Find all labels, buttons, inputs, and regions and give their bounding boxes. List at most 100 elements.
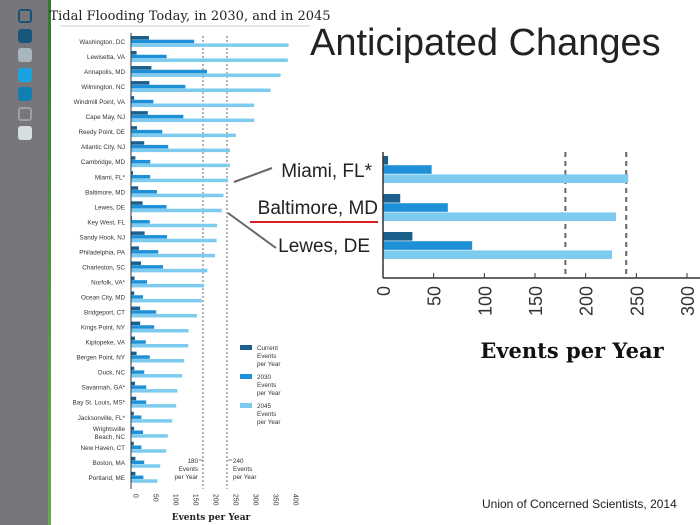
category-label: Philadelphia, PA [79,249,126,256]
sidebar-swatch [18,9,32,23]
category-label: Bay St. Louis, MS* [73,400,126,407]
bar-2030 [131,385,147,389]
x-tick-label: 200 [577,286,597,316]
bar-2045 [131,163,230,168]
bar-current [131,81,150,85]
sidebar-swatch [18,126,32,140]
bar-current [131,246,139,250]
bar-current [131,126,137,130]
category-label: Bergen Point, NY [76,355,125,362]
category-label: Wrightsville [93,426,126,433]
bar-2030 [131,325,155,329]
bar-2030 [131,54,167,59]
reference-label: 240 [233,458,244,465]
bar-2045 [131,328,189,333]
category-label: Key West, FL [87,219,125,226]
x-tick-label: 300 [678,286,698,316]
callout-connector [233,167,273,183]
bar-current [131,66,152,70]
x-tick-label: 50 [152,494,159,502]
x-tick-label: 150 [192,494,199,506]
category-label: Savannah, GA* [82,385,126,392]
bar-2030 [131,310,157,314]
category-label: Wilmington, NC [81,84,125,91]
category-label: Beach, NC [95,434,126,441]
bar-2030 [131,159,151,164]
x-tick-label: 150 [526,286,546,316]
bar-current [131,396,137,401]
sidebar-swatch [18,48,32,62]
category-label: Norfolk, VA* [91,279,125,286]
x-tick-label: 200 [212,494,219,506]
bar-2030 [131,460,145,465]
bar-2030 [131,114,184,119]
bar-current [131,201,143,205]
reference-label: Events [179,466,198,473]
bar-2045 [131,208,222,213]
x-tick-label: 350 [272,494,279,506]
bar-2045 [131,238,217,243]
callout-connector [227,212,277,249]
category-label: Miami, FL* [95,174,126,181]
legend-swatch [240,374,252,379]
callout-label: Lewes, DE [278,236,370,257]
legend-label: 2030 [257,374,272,381]
category-label: Duck, NC [98,370,125,377]
bar-2045 [131,464,161,468]
category-label: Cambridge, MD [81,159,126,166]
right-x-axis-label: Events per Year [480,338,664,363]
category-label: Boston, MA [92,460,125,467]
bar-current [131,426,135,431]
bar-2030 [131,205,167,209]
bar-2030 [131,355,150,359]
category-label: Jacksonville, FL* [78,415,126,422]
zoom-bar-current [383,156,389,165]
x-tick-label: 400 [292,494,299,506]
bar-2045 [131,43,289,47]
category-label: Washington, DC [79,39,125,46]
bar-current [131,306,141,311]
x-tick-label: 250 [232,494,239,506]
zoom-bar-2030 [383,165,432,174]
bar-current [131,366,135,371]
sidebar-swatch [18,28,32,43]
bar-current [131,36,149,40]
bar-2045 [131,268,208,273]
bar-2045 [131,178,229,183]
bar-2030 [131,370,145,374]
bar-current [131,156,136,160]
bar-2030 [131,39,195,44]
bar-2045 [131,313,197,318]
category-label: Ocean City, MD [81,295,125,302]
category-label: Windmill Point, VA [74,99,126,106]
bar-2030 [131,265,163,269]
x-tick-label: 300 [252,494,259,506]
bar-2030 [131,415,142,419]
zoom-bar-2045 [383,174,629,183]
x-tick-label: 100 [172,494,179,506]
category-label: Charleston, SC [82,264,125,271]
bar-current [131,261,141,265]
bar-2045 [131,419,173,423]
bar-2030 [131,129,163,134]
sidebar-swatch [18,106,32,121]
bar-2045 [131,193,224,198]
category-label: Portland, ME [89,475,125,482]
category-label: Kings Point, NY [81,325,126,332]
bar-2045 [131,404,177,408]
bar-current [131,291,135,296]
category-label: Annapolis, MD [84,69,125,76]
bar-current [131,141,145,145]
zoom-bar-current [383,232,413,241]
bar-2045 [131,389,178,393]
zoom-bar-2030 [383,241,473,250]
bar-2045 [131,58,288,62]
bar-2030 [131,280,147,284]
legend-label: per Year [257,390,280,397]
callout-label: Baltimore, MD [258,198,378,219]
x-tick-label: 0 [132,494,139,498]
legend-swatch [240,345,252,350]
bar-2045 [131,344,189,348]
bar-current [131,441,134,446]
